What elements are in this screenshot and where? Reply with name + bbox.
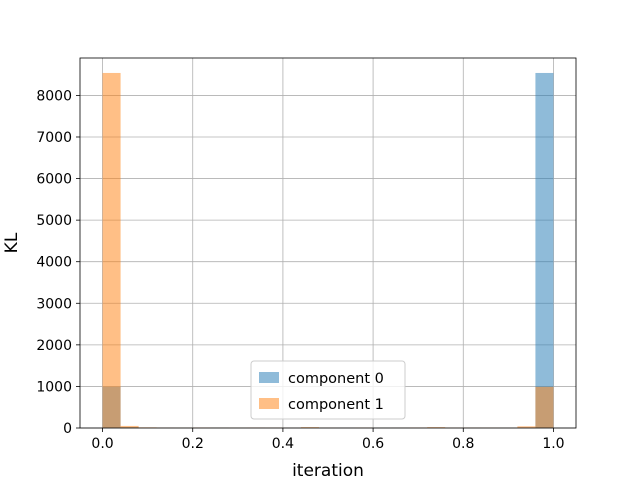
legend-swatch bbox=[259, 398, 279, 409]
y-tick-label: 6000 bbox=[36, 172, 72, 188]
x-axis-label: iteration bbox=[292, 461, 364, 480]
y-axis-ticks: 0 1000 2000 3000 4000 5000 6000 7000 8000 bbox=[36, 88, 80, 437]
y-tick-label: 7000 bbox=[36, 130, 72, 146]
y-tick-label: 5000 bbox=[36, 213, 72, 229]
y-tick-label: 3000 bbox=[36, 296, 72, 312]
x-tick-label: 0.6 bbox=[362, 436, 384, 452]
y-tick-label: 8000 bbox=[36, 88, 72, 104]
y-tick-label: 1000 bbox=[36, 379, 72, 395]
bar-series-1-bin-0 bbox=[103, 73, 121, 428]
bar-series-0-bin-24 bbox=[535, 73, 553, 428]
y-tick-label: 4000 bbox=[36, 255, 72, 271]
x-tick-label: 0.8 bbox=[452, 436, 474, 452]
x-tick-label: 1.0 bbox=[542, 436, 564, 452]
legend: component 0 component 1 bbox=[251, 361, 405, 419]
y-tick-label: 0 bbox=[63, 421, 72, 437]
bar-series-1-bin-24 bbox=[535, 387, 553, 428]
x-axis-ticks: 0.0 0.2 0.4 0.6 0.8 1.0 bbox=[91, 428, 564, 452]
legend-swatch bbox=[259, 372, 279, 383]
x-tick-label: 0.4 bbox=[272, 436, 294, 452]
legend-label: component 1 bbox=[288, 397, 384, 413]
x-tick-label: 0.2 bbox=[182, 436, 204, 452]
y-tick-label: 2000 bbox=[36, 338, 72, 354]
y-axis-label: KL bbox=[2, 232, 22, 253]
legend-label: component 0 bbox=[288, 371, 384, 387]
x-tick-label: 0.0 bbox=[91, 436, 113, 452]
